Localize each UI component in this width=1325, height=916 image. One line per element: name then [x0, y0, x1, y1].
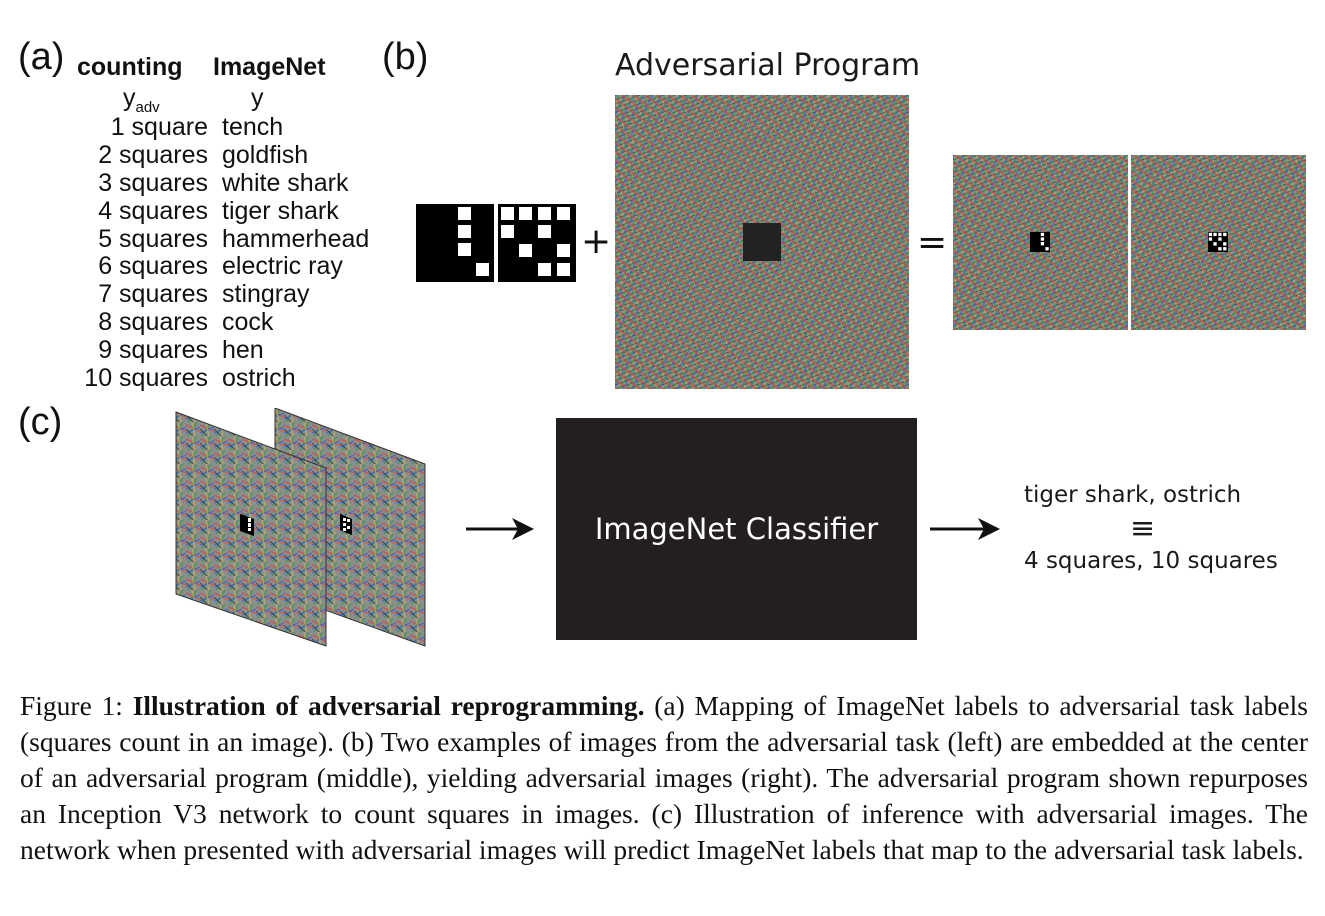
- count-cell: 8 squares: [98, 308, 208, 337]
- label-cell: goldfish: [222, 140, 309, 169]
- stacked-adversarial-images: [175, 408, 426, 647]
- count-cell: 2 squares: [98, 140, 208, 169]
- label-cell: stingray: [222, 280, 310, 309]
- caption-body: (a) Mapping of ImageNet labels to advers…: [20, 690, 1308, 865]
- program-center-square: [743, 223, 781, 261]
- count-cell: 10 squares: [84, 364, 208, 393]
- caption-prefix: Figure 1:: [20, 690, 133, 721]
- count-cell: 6 squares: [98, 252, 208, 281]
- equivalence-sign: ≡: [1130, 511, 1156, 546]
- equals-sign: =: [917, 222, 948, 263]
- arrow-right-icon: [930, 518, 1000, 540]
- count-cell: 5 squares: [98, 224, 208, 253]
- mapping-row: 1 square tench: [70, 113, 369, 142]
- count-cell: 7 squares: [98, 280, 208, 309]
- label-cell: tiger shark: [222, 196, 339, 225]
- label-cell: white shark: [222, 168, 349, 197]
- count-cell: 3 squares: [98, 168, 208, 197]
- caption-title: Illustration of adversarial reprogrammin…: [132, 690, 645, 721]
- imagenet-classifier-box: ImageNet Classifier: [556, 418, 917, 640]
- mapping-row: 7 squares stingray: [70, 280, 369, 309]
- panel-c-letter: (c): [18, 401, 63, 443]
- task-image-4-squares: [416, 204, 494, 282]
- label-cell: tench: [222, 113, 284, 141]
- symbol-y-adv: yadv: [123, 84, 160, 116]
- embedded-task-image-2: [1208, 232, 1228, 252]
- mapping-row: 8 squares cock: [70, 308, 369, 337]
- count-cell: 1 square: [110, 113, 208, 141]
- panel-b-letter: (b): [382, 36, 429, 78]
- symbol-y-adv-sub: adv: [135, 99, 160, 116]
- output-imagenet-labels: tiger shark, ostrich: [1024, 482, 1242, 508]
- mapping-row: 3 squares white shark: [70, 168, 369, 198]
- label-cell: cock: [222, 308, 274, 337]
- column-header-counting: counting: [77, 53, 183, 81]
- label-mapping-table: 1 square tench 2 squares goldfish 3 square…: [70, 113, 370, 393]
- task-image-10-squares: [498, 204, 576, 282]
- adversarial-program-title: Adversarial Program: [615, 48, 921, 83]
- panel-a-letter: (a): [18, 36, 65, 78]
- label-cell: electric ray: [222, 252, 343, 281]
- embedded-task-image-1: [1030, 232, 1050, 252]
- count-cell: 4 squares: [98, 196, 208, 225]
- symbol-y-adv-base: y: [123, 84, 136, 112]
- mapping-row: 2 squares goldfish: [70, 140, 369, 170]
- output-task-labels: 4 squares, 10 squares: [1024, 548, 1278, 574]
- label-cell: hammerhead: [222, 224, 370, 253]
- mapping-row: 10 squares ostrich: [70, 364, 369, 393]
- classifier-label: ImageNet Classifier: [594, 512, 879, 546]
- label-cell: ostrich: [222, 364, 296, 393]
- symbol-y: y: [251, 84, 264, 112]
- column-header-imagenet: ImageNet: [213, 53, 326, 81]
- count-cell: 9 squares: [98, 336, 208, 365]
- mapping-row: 4 squares tiger shark: [70, 196, 369, 226]
- arrow-right-icon: [466, 518, 534, 540]
- mapping-row: 6 squares electric ray: [70, 253, 369, 281]
- plus-sign: +: [581, 221, 612, 262]
- adversarial-program-image: [615, 95, 909, 389]
- mapping-row: 9 squares hen: [70, 336, 369, 365]
- label-cell: hen: [222, 336, 264, 365]
- mapping-row: 5 squares hammerhead: [70, 224, 370, 254]
- figure-caption: Figure 1: Illustration of adversarial re…: [20, 688, 1308, 868]
